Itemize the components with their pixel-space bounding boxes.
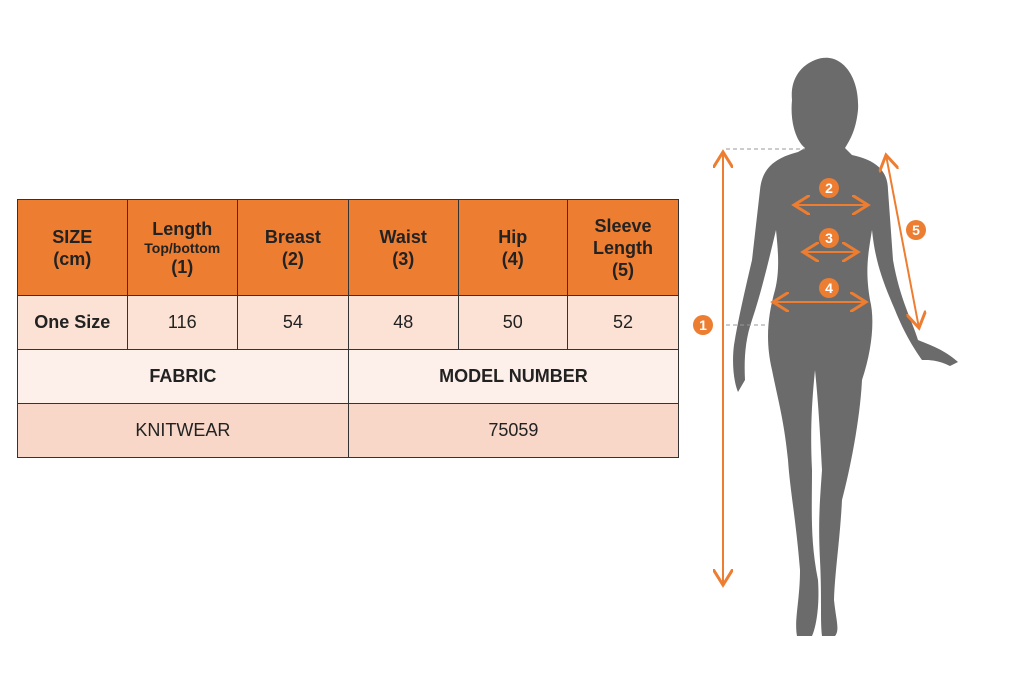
svg-text:3: 3 bbox=[825, 230, 833, 246]
header-text: (4) bbox=[501, 248, 524, 269]
header-breast: Breast (2) bbox=[236, 199, 349, 296]
header-sleeve: Sleeve Length (5) bbox=[566, 199, 680, 296]
header-text: Length bbox=[592, 237, 653, 258]
marker-3: 3 bbox=[819, 228, 839, 248]
breast-cell: 54 bbox=[236, 295, 349, 350]
marker-1: 1 bbox=[693, 315, 713, 335]
measurement-arrows bbox=[723, 152, 919, 585]
header-text: (5) bbox=[611, 259, 634, 280]
sleeve-cell: 52 bbox=[566, 295, 680, 350]
header-length: Length Top/bottom (1) bbox=[126, 199, 238, 296]
size-cell: One Size bbox=[17, 295, 128, 350]
info-value-row: KNITWEAR 75059 bbox=[17, 403, 680, 458]
header-text: Breast bbox=[264, 226, 321, 247]
marker-4: 4 bbox=[819, 278, 839, 298]
model-number-label: MODEL NUMBER bbox=[347, 349, 680, 404]
header-subtext: Top/bottom bbox=[144, 239, 221, 256]
header-hip: Hip (4) bbox=[457, 199, 568, 296]
header-size: SIZE (cm) bbox=[17, 199, 128, 296]
header-text: (3) bbox=[392, 248, 415, 269]
model-number-value: 75059 bbox=[347, 403, 680, 458]
header-text: (1) bbox=[171, 256, 194, 277]
header-text: (cm) bbox=[53, 248, 92, 269]
guide-lines bbox=[726, 148, 805, 326]
hip-cell: 50 bbox=[457, 295, 568, 350]
marker-5: 5 bbox=[906, 220, 926, 240]
svg-text:1: 1 bbox=[699, 317, 707, 333]
header-text: (2) bbox=[281, 248, 304, 269]
marker-2: 2 bbox=[819, 178, 839, 198]
svg-text:5: 5 bbox=[912, 222, 920, 238]
svg-text:2: 2 bbox=[825, 180, 833, 196]
length-cell: 116 bbox=[126, 295, 238, 350]
header-text: Waist bbox=[379, 226, 427, 247]
sleeve-arrow bbox=[886, 155, 919, 328]
waist-cell: 48 bbox=[347, 295, 459, 350]
fabric-label: FABRIC bbox=[17, 349, 349, 404]
woman-silhouette bbox=[733, 57, 958, 637]
header-waist: Waist (3) bbox=[347, 199, 459, 296]
size-row: One Size 116 54 48 50 52 bbox=[17, 295, 680, 350]
header-row: SIZE (cm) Length Top/bottom (1) Breast (2) W… bbox=[17, 199, 680, 296]
header-text: SIZE bbox=[52, 226, 93, 247]
svg-text:4: 4 bbox=[825, 280, 833, 296]
fabric-value: KNITWEAR bbox=[17, 403, 349, 458]
info-header-row: FABRIC MODEL NUMBER bbox=[17, 349, 680, 404]
header-text: Hip bbox=[498, 226, 528, 247]
header-text: Sleeve bbox=[594, 215, 652, 236]
header-text: Length bbox=[152, 218, 213, 239]
size-chart-table: SIZE (cm) Length Top/bottom (1) Breast (2) W… bbox=[17, 199, 680, 458]
